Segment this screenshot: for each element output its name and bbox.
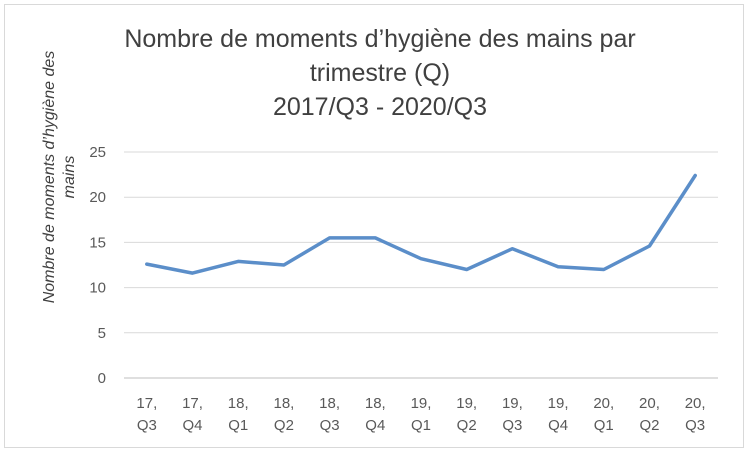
x-tick-label: 18, xyxy=(319,395,340,412)
x-tick-label: Q3 xyxy=(320,417,340,434)
x-tick-label: 18, xyxy=(365,395,386,412)
y-tick-label: 0 xyxy=(98,370,106,387)
series-line xyxy=(145,173,697,275)
x-tick-label: 19, xyxy=(456,395,477,412)
y-tick-label: 10 xyxy=(89,280,106,297)
x-tick-label: Q2 xyxy=(639,417,659,434)
chart-title-line-1: Nombre de moments d’hygiène des mains pa… xyxy=(124,25,636,53)
x-tick-label: Q2 xyxy=(457,417,477,434)
x-tick-label: Q1 xyxy=(411,417,431,434)
x-tick-label: 19, xyxy=(502,395,523,412)
x-tick-label: 20, xyxy=(685,395,706,412)
x-tick-label: Q4 xyxy=(183,417,203,434)
x-tick-label: 18, xyxy=(273,395,294,412)
y-tick-label: 15 xyxy=(89,234,106,251)
x-tick-label: 17, xyxy=(182,395,203,412)
chart-title-line-3: 2017/Q3 - 2020/Q3 xyxy=(272,93,488,121)
chart-frame xyxy=(4,4,744,448)
x-tick-label: Q1 xyxy=(228,417,248,434)
x-tick-label: 20, xyxy=(639,395,660,412)
x-tick-label: Q2 xyxy=(274,417,294,434)
x-tick-label: 20, xyxy=(593,395,614,412)
chart-title: Nombre de moments d’hygiène des mains pa… xyxy=(60,22,700,124)
y-tick-label: 5 xyxy=(98,325,106,342)
x-tick-label: 18, xyxy=(228,395,249,412)
x-tick-label: 19, xyxy=(411,395,432,412)
x-tick-label: Q4 xyxy=(548,417,568,434)
x-tick-label: 19, xyxy=(548,395,569,412)
x-tick-label: Q4 xyxy=(365,417,385,434)
x-tick-label: Q3 xyxy=(137,417,157,434)
y-tick-label: 25 xyxy=(89,144,106,161)
x-tick-label: 17, xyxy=(136,395,157,412)
chart-title-line-2: trimestre (Q) xyxy=(309,59,451,87)
x-tick-label: Q1 xyxy=(594,417,614,434)
x-tick-label: Q3 xyxy=(502,417,522,434)
x-tick-label: Q3 xyxy=(685,417,705,434)
y-tick-label: 20 xyxy=(89,189,106,206)
